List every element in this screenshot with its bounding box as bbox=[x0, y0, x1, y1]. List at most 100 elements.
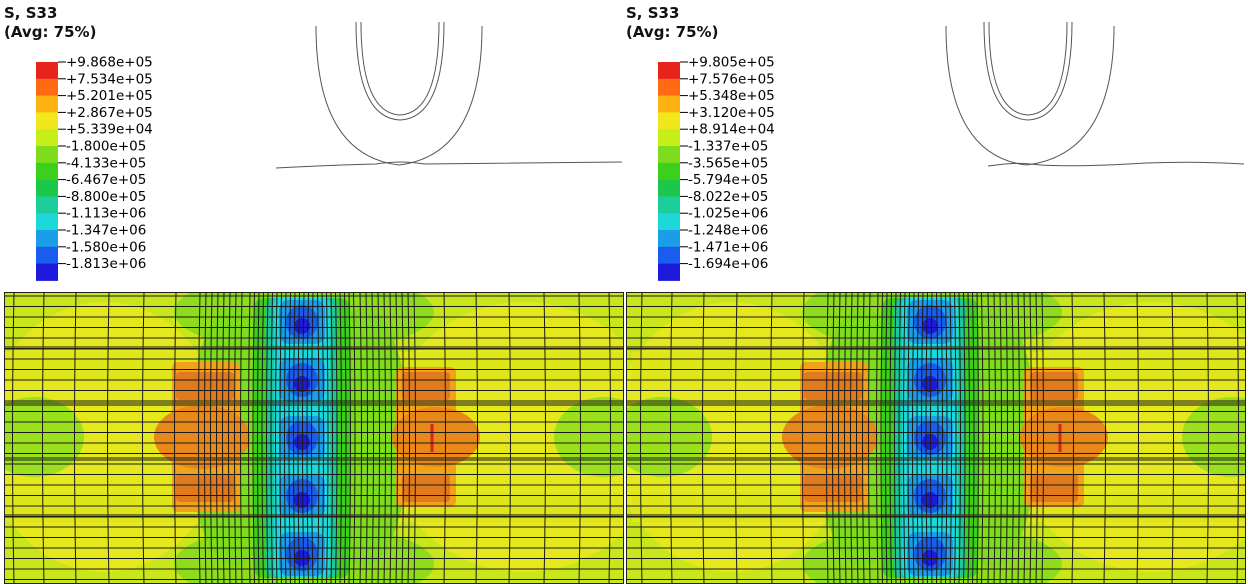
legend-tick-label: -5.794e+05 bbox=[688, 172, 768, 188]
model-outline bbox=[275, 21, 623, 169]
legend-heading: S, S33 (Avg: 75%) bbox=[4, 4, 96, 42]
mesh-line bbox=[413, 292, 416, 584]
groove-line bbox=[4, 402, 624, 406]
mesh-line bbox=[832, 292, 835, 584]
mesh-line bbox=[702, 292, 705, 584]
stress-region bbox=[922, 376, 938, 392]
mesh-line bbox=[252, 292, 255, 584]
contour-panel-right: S, S33 (Avg: 75%) +9.805e+05 +7.576e+05 +5.… bbox=[626, 0, 1246, 584]
mesh-line bbox=[348, 292, 351, 584]
mesh-line bbox=[945, 292, 948, 584]
color-legend: +9.805e+05+7.576e+05+5.348e+05+3.120e+05… bbox=[658, 55, 775, 281]
mesh-line bbox=[204, 292, 207, 584]
ground-line bbox=[987, 161, 1245, 167]
groove-line bbox=[626, 402, 1246, 406]
mesh-line bbox=[222, 292, 225, 584]
mesh-line bbox=[640, 292, 643, 584]
legend-tick-label: +7.576e+05 bbox=[688, 71, 775, 87]
legend-swatch bbox=[658, 162, 680, 181]
stress-region bbox=[1030, 372, 1078, 400]
mesh-line bbox=[174, 292, 177, 584]
legend-tick-label: -1.248e+06 bbox=[688, 223, 768, 239]
rim-outline-outer bbox=[355, 21, 445, 121]
legend-tick-label: -1.337e+05 bbox=[688, 139, 768, 155]
mesh-line bbox=[407, 292, 410, 584]
contour-panel-left: S, S33 (Avg: 75%) +9.868e+05 +7.534e+05 +5.… bbox=[4, 0, 624, 584]
mesh-line bbox=[311, 292, 314, 584]
mesh-line bbox=[401, 292, 404, 584]
mesh-line bbox=[1005, 292, 1008, 584]
mesh-line bbox=[266, 292, 269, 584]
mesh-line bbox=[1103, 292, 1106, 584]
mesh-line bbox=[862, 292, 865, 584]
legend-tick-label: -1.025e+06 bbox=[688, 206, 768, 222]
mesh-line bbox=[993, 292, 996, 584]
mesh-line bbox=[903, 292, 906, 584]
mesh-line bbox=[1011, 292, 1014, 584]
mesh-line bbox=[1023, 292, 1026, 584]
stress-region bbox=[1182, 397, 1246, 477]
legend-tick-label: +2.867e+05 bbox=[66, 105, 153, 121]
mesh-line bbox=[940, 292, 943, 584]
legend-tick-label: -4.133e+05 bbox=[66, 155, 146, 171]
groove-line bbox=[4, 346, 624, 350]
legend-swatch bbox=[36, 112, 58, 130]
mesh-line bbox=[293, 292, 296, 584]
mesh-line bbox=[802, 292, 805, 584]
legend-title: S, S33 bbox=[626, 4, 680, 22]
mesh-line bbox=[880, 292, 883, 584]
legend-swatch bbox=[658, 246, 680, 265]
mesh-line bbox=[844, 292, 847, 584]
mesh-line bbox=[317, 292, 320, 584]
mesh-line bbox=[912, 292, 915, 584]
model-outline bbox=[945, 21, 1245, 167]
legend-swatch bbox=[658, 263, 680, 281]
legend-swatch bbox=[36, 246, 58, 265]
groove-line bbox=[4, 457, 624, 461]
mesh-line bbox=[963, 292, 966, 584]
stress-region bbox=[554, 397, 624, 477]
mesh-line bbox=[1029, 292, 1032, 584]
legend-tick-label: -1.694e+06 bbox=[688, 256, 768, 272]
mesh-line bbox=[925, 292, 928, 584]
mesh-line bbox=[543, 292, 546, 584]
stress-region bbox=[402, 372, 450, 400]
legend-swatch bbox=[36, 213, 58, 231]
legend-tick-label: +3.120e+05 bbox=[688, 105, 775, 121]
ground-line bbox=[275, 161, 623, 169]
mesh-line bbox=[257, 292, 260, 584]
mesh-line bbox=[1206, 292, 1209, 584]
legend-swatch bbox=[36, 146, 58, 164]
mesh-line bbox=[898, 292, 901, 584]
mesh-line bbox=[967, 292, 970, 584]
mesh-line bbox=[234, 292, 237, 584]
mesh-line bbox=[889, 292, 892, 584]
mesh-line bbox=[365, 292, 368, 584]
mesh-line bbox=[770, 292, 773, 584]
mesh-line bbox=[275, 292, 278, 584]
mesh-line bbox=[377, 292, 380, 584]
legend-tick-label: +5.339e+04 bbox=[66, 122, 153, 138]
mesh-line bbox=[1035, 292, 1038, 584]
mesh-line bbox=[261, 292, 264, 584]
mesh-line bbox=[107, 292, 110, 584]
mesh-line bbox=[1171, 292, 1174, 584]
mesh-line bbox=[949, 292, 952, 584]
rim-outline-inner bbox=[988, 21, 1068, 116]
mesh-line bbox=[826, 292, 829, 584]
mesh-line bbox=[1236, 292, 1239, 584]
mesh-line bbox=[42, 292, 45, 584]
mesh-line bbox=[930, 292, 933, 584]
mesh-line bbox=[916, 292, 919, 584]
mesh-line bbox=[981, 292, 984, 584]
mesh-line bbox=[987, 292, 990, 584]
mesh-line bbox=[371, 292, 374, 584]
groove-line bbox=[626, 457, 1246, 461]
legend-swatch bbox=[658, 129, 680, 147]
stress-region bbox=[626, 397, 712, 477]
mesh-line bbox=[608, 292, 611, 584]
mesh-line bbox=[240, 292, 243, 584]
mesh-line bbox=[443, 292, 446, 584]
mesh-line bbox=[1017, 292, 1020, 584]
mesh-line bbox=[142, 292, 145, 584]
